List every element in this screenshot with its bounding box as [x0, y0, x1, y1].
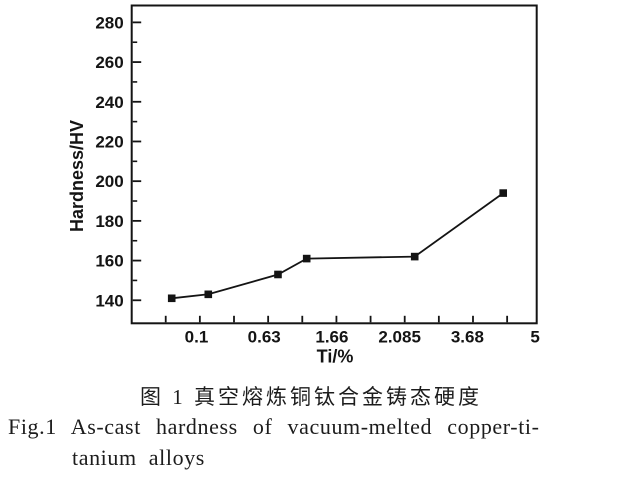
data-point-marker: [167, 294, 176, 303]
data-point-marker: [302, 254, 311, 263]
y-axis-tick-label: 180: [95, 212, 123, 231]
x-axis-tick-label: 3.68: [451, 327, 484, 346]
data-point-marker: [410, 252, 419, 261]
data-point-marker: [499, 189, 508, 197]
plot-frame: [130, 4, 538, 325]
x-axis-tick-label: 0.1: [185, 327, 209, 346]
caption-chinese: 图 1 真空熔炼铜钛合金铸态硬度: [140, 385, 482, 409]
data-point-marker: [204, 290, 213, 299]
x-axis-tick-label: 2.085: [378, 327, 421, 346]
y-axis-tick-label: 160: [95, 252, 123, 271]
x-axis-tick-label: 5: [530, 327, 539, 346]
y-axis-tick-label: 200: [95, 172, 123, 191]
y-axis-title: Hardness/HV: [67, 120, 87, 232]
caption-english-line2: tanium alloys: [72, 445, 205, 470]
y-axis-tick-label: 260: [95, 53, 123, 72]
y-axis-tick-label: 240: [95, 93, 123, 112]
data-series-line: [171, 192, 504, 300]
x-axis-tick-label: 1.66: [315, 327, 348, 346]
y-axis-tick-label: 220: [95, 132, 123, 151]
data-point-marker: [274, 270, 282, 279]
y-axis-tick-label: 280: [95, 13, 123, 32]
y-axis-tick-label: 140: [95, 291, 123, 310]
x-axis-title: Ti/%: [317, 346, 354, 366]
caption-english-line1: Fig.1 As-cast hardness of vacuum-melted …: [8, 414, 540, 439]
x-axis-tick-label: 0.63: [248, 327, 281, 346]
